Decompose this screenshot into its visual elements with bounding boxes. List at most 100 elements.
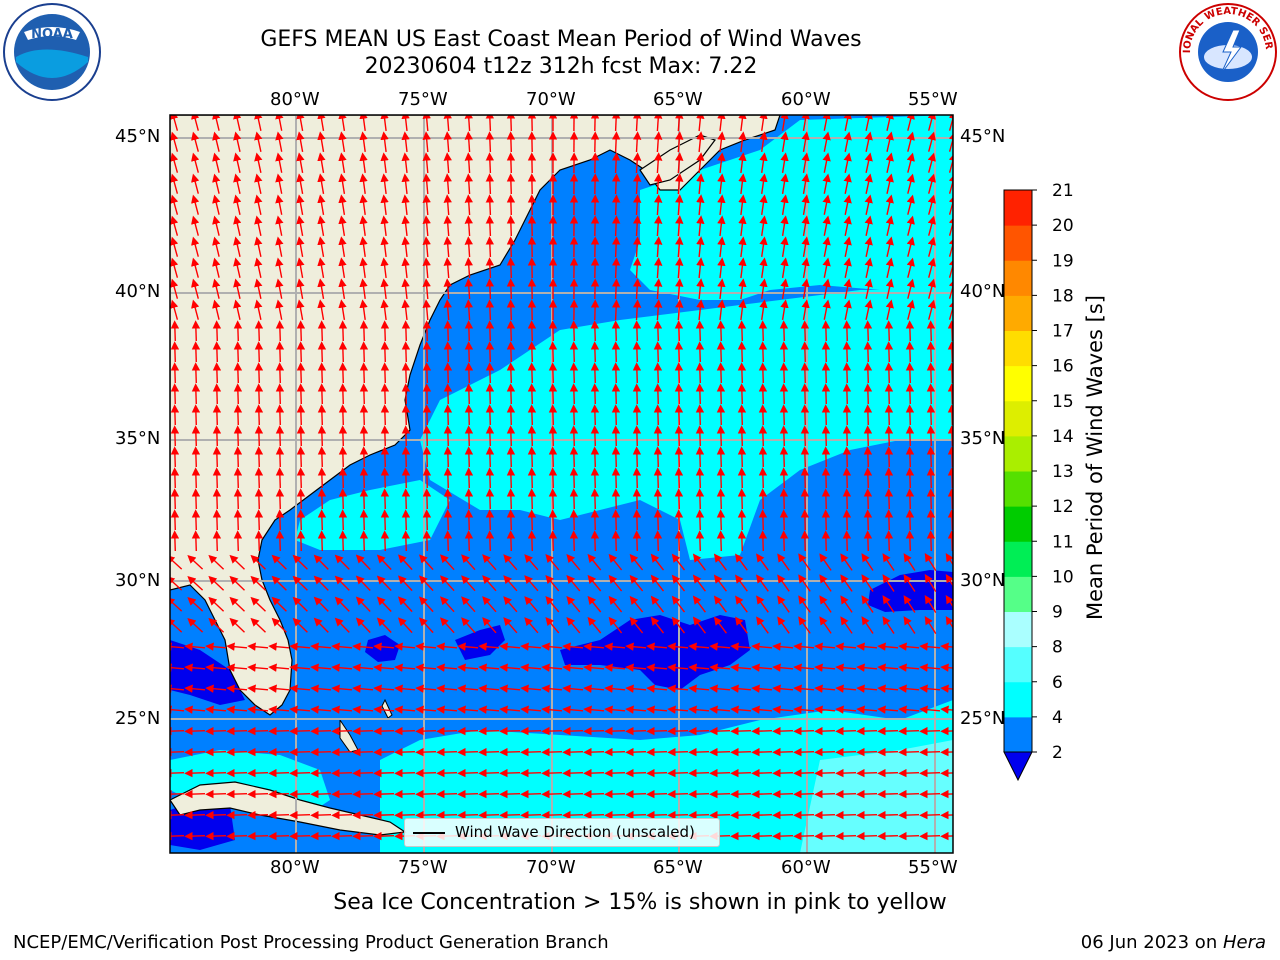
wave-direction-arrow bbox=[843, 152, 852, 173]
wave-direction-arrow bbox=[191, 320, 201, 342]
wave-direction-arrow bbox=[562, 726, 584, 736]
colorbar-tick-label: 13 bbox=[1052, 462, 1074, 482]
wave-direction-arrow bbox=[499, 726, 521, 736]
wave-direction-arrow bbox=[506, 446, 516, 468]
wave-direction-arrow bbox=[696, 278, 705, 300]
wave-direction-arrow bbox=[653, 509, 663, 531]
wave-direction-arrow bbox=[254, 115, 263, 131]
wave-direction-arrow bbox=[772, 789, 794, 799]
wave-direction-arrow bbox=[359, 341, 369, 363]
wave-direction-arrow bbox=[675, 299, 684, 321]
wave-direction-arrow bbox=[898, 705, 920, 714]
wave-direction-arrow bbox=[905, 425, 915, 447]
wave-direction-arrow bbox=[401, 215, 410, 236]
wave-direction-arrow bbox=[695, 425, 705, 447]
wave-direction-arrow bbox=[779, 509, 789, 531]
wave-direction-arrow bbox=[800, 383, 810, 405]
wave-direction-arrow bbox=[653, 404, 663, 426]
wave-direction-arrow bbox=[254, 425, 264, 447]
wave-direction-arrow bbox=[254, 341, 264, 363]
wave-direction-arrow bbox=[730, 831, 752, 841]
wave-direction-arrow bbox=[842, 404, 852, 426]
wave-direction-arrow bbox=[440, 575, 455, 592]
wave-direction-arrow bbox=[394, 747, 416, 757]
wave-direction-arrow bbox=[926, 488, 936, 510]
wave-direction-arrow bbox=[604, 663, 626, 672]
wave-direction-arrow bbox=[730, 663, 752, 672]
wave-direction-arrow bbox=[170, 278, 179, 299]
wave-direction-arrow bbox=[292, 596, 308, 612]
wave-direction-arrow bbox=[758, 425, 768, 447]
wave-direction-arrow bbox=[877, 810, 899, 820]
wave-direction-arrow bbox=[653, 341, 663, 363]
wave-direction-arrow bbox=[170, 446, 180, 468]
wave-direction-arrow bbox=[716, 383, 726, 405]
wave-direction-arrow bbox=[632, 299, 642, 321]
wave-direction-arrow bbox=[800, 341, 810, 363]
wave-direction-arrow bbox=[688, 747, 710, 757]
wave-direction-arrow bbox=[688, 789, 710, 799]
wave-direction-arrow bbox=[945, 553, 953, 566]
wave-direction-arrow bbox=[464, 152, 473, 174]
wave-direction-arrow bbox=[359, 299, 368, 320]
wave-direction-arrow bbox=[611, 425, 621, 447]
wave-direction-arrow bbox=[674, 362, 684, 384]
wave-direction-arrow bbox=[692, 574, 706, 592]
wave-direction-arrow bbox=[296, 488, 306, 510]
wave-direction-arrow bbox=[317, 115, 326, 132]
wave-direction-arrow bbox=[674, 404, 684, 426]
wave-direction-arrow bbox=[499, 747, 521, 757]
wave-direction-arrow bbox=[541, 663, 563, 672]
wave-direction-arrow bbox=[191, 236, 200, 257]
wave-direction-arrow bbox=[583, 726, 605, 736]
wave-direction-arrow bbox=[843, 236, 852, 257]
ocean-4-6s-coast bbox=[295, 480, 450, 550]
wave-direction-arrow bbox=[485, 131, 495, 153]
lon-label-bottom: 55°W bbox=[908, 857, 958, 878]
wave-direction-arrow bbox=[191, 509, 201, 531]
colorbar-label: Mean Period of Wind Waves [s] bbox=[1083, 295, 1107, 620]
wave-direction-arrow bbox=[948, 152, 953, 173]
wave-direction-arrow bbox=[380, 488, 390, 510]
wave-direction-arrow bbox=[814, 768, 836, 778]
wave-direction-arrow bbox=[443, 278, 452, 300]
wave-direction-arrow bbox=[940, 768, 953, 778]
wave-direction-arrow bbox=[296, 152, 305, 174]
wave-direction-arrow bbox=[758, 404, 768, 426]
wave-direction-arrow bbox=[730, 810, 752, 820]
wave-direction-arrow bbox=[801, 257, 810, 279]
wave-direction-arrow bbox=[924, 595, 937, 613]
wave-direction-arrow bbox=[541, 747, 563, 757]
wave-direction-arrow bbox=[457, 789, 479, 799]
wave-direction-arrow bbox=[696, 131, 705, 153]
wave-direction-arrow bbox=[268, 663, 290, 672]
wave-direction-arrow bbox=[717, 194, 726, 215]
colorbar-segment bbox=[1004, 646, 1032, 683]
wave-direction-arrow bbox=[170, 467, 180, 489]
nws-logo: NATIONAL WEATHER SERVICE bbox=[1174, 0, 1278, 102]
wave-direction-arrow bbox=[394, 663, 416, 672]
wave-direction-arrow bbox=[905, 320, 915, 342]
wave-direction-arrow bbox=[632, 320, 642, 342]
wave-direction-arrow bbox=[503, 617, 518, 634]
wave-direction-arrow bbox=[800, 320, 810, 342]
wave-direction-arrow bbox=[478, 789, 500, 799]
wave-direction-arrow bbox=[443, 115, 452, 132]
wave-direction-arrow bbox=[884, 425, 894, 447]
wave-direction-arrow bbox=[861, 595, 874, 613]
wave-direction-arrow bbox=[611, 467, 621, 489]
wave-direction-arrow bbox=[947, 530, 953, 552]
wave-direction-arrow bbox=[352, 684, 374, 693]
wave-direction-arrow bbox=[819, 595, 832, 613]
wave-direction-arrow bbox=[310, 705, 332, 714]
wave-direction-arrow bbox=[422, 425, 432, 447]
wave-direction-arrow bbox=[226, 684, 248, 693]
wave-direction-arrow bbox=[527, 341, 537, 363]
wave-direction-arrow bbox=[250, 617, 266, 633]
wave-direction-arrow bbox=[562, 747, 584, 757]
wave-direction-arrow bbox=[688, 768, 710, 778]
colorbar-tick-label: 20 bbox=[1052, 216, 1074, 236]
wave-direction-arrow bbox=[296, 115, 305, 132]
wave-direction-arrow bbox=[401, 341, 411, 363]
wave-direction-arrow bbox=[905, 362, 915, 384]
